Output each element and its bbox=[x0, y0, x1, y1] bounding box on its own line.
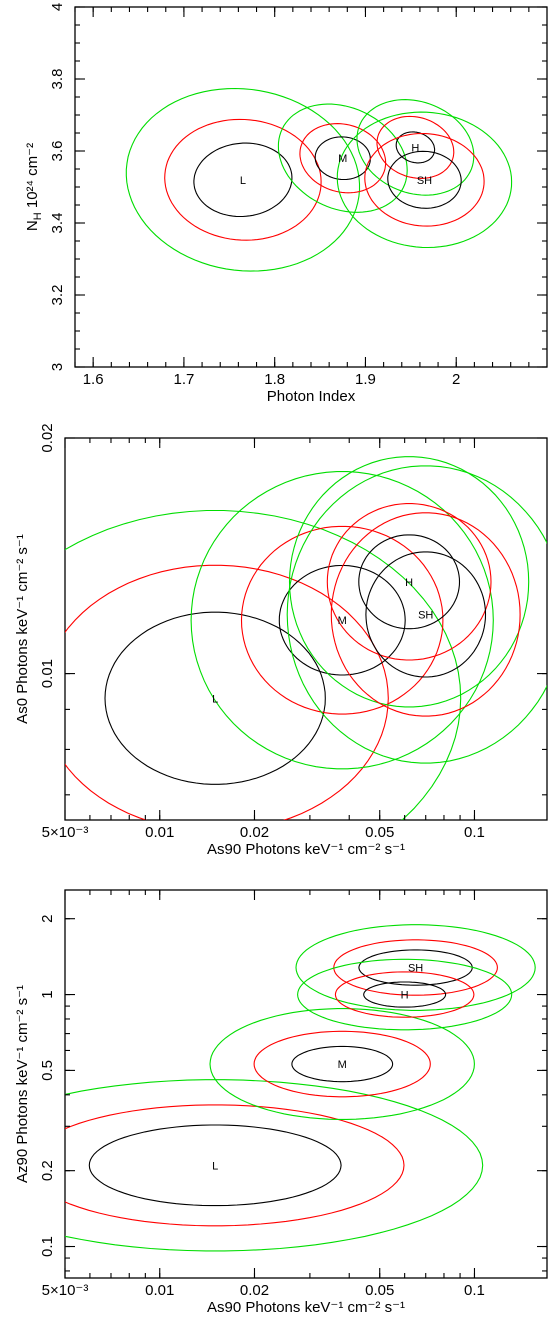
contour-90-L bbox=[65, 564, 389, 820]
x-tick-label: 0.02 bbox=[240, 1282, 269, 1299]
x-tick-label: 0.01 bbox=[145, 824, 174, 841]
region-label-L: L bbox=[240, 175, 246, 187]
contour-68-M bbox=[278, 564, 406, 676]
x-tick-label: 0.05 bbox=[365, 1282, 394, 1299]
y-tick-label: 3.4 bbox=[49, 213, 66, 234]
contour-68-H bbox=[358, 534, 461, 630]
contour-90-M bbox=[240, 525, 444, 715]
contour-99-M bbox=[190, 471, 494, 770]
contour-99-M bbox=[277, 103, 408, 213]
x-tick-label: 1.6 bbox=[83, 371, 104, 388]
contour-90-H bbox=[334, 971, 475, 1018]
x-axis-title: As90 Photons keV⁻¹ cm⁻² s⁻¹ bbox=[207, 841, 405, 858]
plot-frame bbox=[74, 6, 548, 368]
contour-90-SH bbox=[333, 939, 498, 996]
x-tick-label: 1.7 bbox=[173, 371, 194, 388]
contour-layer bbox=[125, 87, 513, 272]
x-axis-title: As90 Photons keV⁻¹ cm⁻² s⁻¹ bbox=[207, 1299, 405, 1316]
contour-99-H bbox=[297, 958, 513, 1031]
contour-99-SH bbox=[295, 924, 536, 1011]
contour-layer bbox=[65, 924, 536, 1252]
plot-frame bbox=[64, 437, 548, 821]
contour-99-H bbox=[356, 99, 475, 196]
y-axis-title: Az90 Photons keV⁻¹ cm⁻² s⁻¹ bbox=[14, 985, 31, 1183]
x-tick-label: 0.1 bbox=[464, 824, 485, 841]
plot-frame bbox=[64, 889, 548, 1279]
y-tick-label: 3.2 bbox=[49, 285, 66, 306]
region-label-H: H bbox=[405, 577, 413, 589]
region-label-L: L bbox=[212, 1160, 218, 1172]
y-tick-label: 4 bbox=[49, 3, 66, 11]
x-tick-label: 0.02 bbox=[240, 824, 269, 841]
x-tick-label: 2 bbox=[452, 371, 460, 388]
contour-99-L bbox=[65, 509, 462, 820]
y-tick-label: 2 bbox=[39, 915, 56, 923]
y-tick-label: 0.2 bbox=[39, 1160, 56, 1181]
contour-68-M bbox=[291, 1045, 394, 1083]
x-axis-title: Photon Index bbox=[267, 388, 356, 405]
y-tick-label: 0.02 bbox=[39, 423, 56, 452]
y-tick-label: 0.01 bbox=[39, 659, 56, 688]
contour-99-L bbox=[65, 1079, 484, 1252]
contour-68-L bbox=[104, 611, 326, 785]
contour-68-H bbox=[395, 131, 436, 164]
region-label-L: L bbox=[212, 693, 218, 705]
contour-99-SH bbox=[286, 465, 547, 764]
region-label-SH: SH bbox=[418, 609, 433, 621]
contour-99-L bbox=[125, 87, 361, 272]
x-tick-label: 5×10⁻³ bbox=[42, 1282, 89, 1299]
x-tick-label: 1.9 bbox=[355, 371, 376, 388]
y-tick-label: 1 bbox=[39, 990, 56, 998]
contour-68-SH bbox=[365, 551, 487, 678]
contour-90-M bbox=[253, 1030, 431, 1098]
region-label-H: H bbox=[401, 990, 409, 1002]
contour-90-H bbox=[376, 115, 455, 179]
contour-68-L bbox=[193, 142, 293, 218]
contour-90-SH bbox=[364, 132, 485, 227]
x-tick-label: 1.8 bbox=[264, 371, 285, 388]
panel-photon-index-vs-nh: L M H SH 1.6 1.7 1.8 1.9 2 3 3.2 3.4 3.6 3.8 4 Photon I… bbox=[24, 3, 548, 405]
contour-layer bbox=[65, 456, 547, 820]
panel-as90-vs-az90: L M SH H 5×10⁻³ 0.01 0.02 0.05 0.1 0.1 0.2 0.5 1 2 As9… bbox=[14, 889, 548, 1316]
x-tick-label: 5×10⁻³ bbox=[42, 824, 89, 841]
y-tick-label: 0.5 bbox=[39, 1060, 56, 1081]
contour-68-SH bbox=[358, 949, 473, 986]
contour-99-SH bbox=[336, 111, 513, 249]
x-tick-label: 0.05 bbox=[365, 824, 394, 841]
contour-68-L bbox=[88, 1124, 342, 1207]
y-tick-label: 3.8 bbox=[49, 69, 66, 90]
contour-99-M bbox=[209, 1008, 475, 1120]
region-label-M: M bbox=[338, 1059, 347, 1071]
contour-68-H bbox=[363, 981, 447, 1008]
y-axis-title: As0 Photons keV⁻¹ cm⁻² s⁻¹ bbox=[14, 534, 31, 724]
contour-90-L bbox=[65, 1104, 405, 1227]
region-label-SH: SH bbox=[417, 175, 432, 187]
region-label-SH: SH bbox=[408, 963, 423, 975]
region-label-M: M bbox=[338, 615, 347, 627]
y-tick-label: 3 bbox=[49, 363, 66, 371]
region-label-H: H bbox=[411, 142, 419, 154]
contour-90-H bbox=[326, 503, 492, 661]
contour-90-SH bbox=[330, 512, 521, 717]
x-tick-label: 0.01 bbox=[145, 1282, 174, 1299]
y-axis-title: NH 10²⁴ cm⁻² bbox=[24, 143, 44, 231]
region-label-M: M bbox=[338, 153, 347, 165]
contour-90-M bbox=[299, 123, 387, 194]
y-tick-label: 3.6 bbox=[49, 141, 66, 162]
contour-68-SH bbox=[387, 150, 462, 209]
x-tick-label: 0.1 bbox=[464, 1282, 485, 1299]
contour-90-L bbox=[164, 118, 322, 241]
y-tick-label: 0.1 bbox=[39, 1236, 56, 1257]
